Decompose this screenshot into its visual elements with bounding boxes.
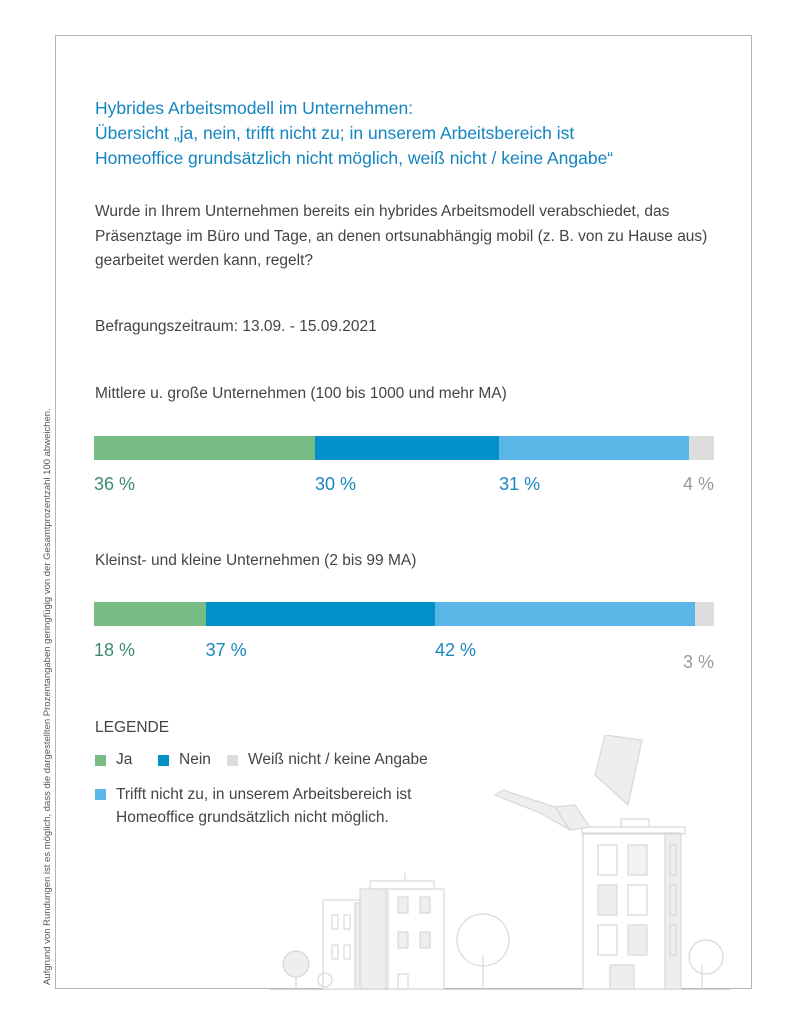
flying-papers <box>493 735 643 831</box>
legend-label: Weiß nicht / keine Angabe <box>248 751 428 768</box>
legend-item-trifft-nicht-zu: Trifft nicht zu, in unserem Arbeitsberei… <box>95 783 411 829</box>
group-label-small: Kleinst- und kleine Unternehmen (2 bis 9… <box>95 552 417 569</box>
legend-label: Ja <box>116 751 133 768</box>
bar-segment <box>695 602 714 626</box>
legend-swatch <box>227 755 238 766</box>
data-label: 37 % <box>205 640 247 660</box>
left-buildings <box>322 873 445 990</box>
bar-segment <box>94 602 206 626</box>
data-label: 31 % <box>499 474 541 494</box>
legend-item-weiss-nicht: Weiß nicht / keine Angabe <box>227 751 428 769</box>
legend-label-line: Trifft nicht zu, in unserem Arbeitsberei… <box>116 786 412 803</box>
legend-swatch <box>158 755 169 766</box>
stacked-bar-large <box>94 436 714 460</box>
data-label: 3 % <box>682 652 714 672</box>
data-label: 42 % <box>435 640 477 660</box>
bar-segment <box>314 436 500 460</box>
chart-title: Hybrides Arbeitsmodell im Unternehmen: Ü… <box>95 96 613 171</box>
legend-item-ja: Ja <box>95 751 132 769</box>
bar-segment <box>94 436 315 460</box>
survey-period: Befragungszeitraum: 13.09. - 15.09.2021 <box>95 318 377 335</box>
title-line: Hybrides Arbeitsmodell im Unternehmen: <box>95 98 414 118</box>
legend-swatch <box>95 789 106 800</box>
data-label: 4 % <box>682 474 714 494</box>
stacked-bar-small <box>94 602 714 626</box>
rounding-note: Aufgrund von Rundungen ist es möglich, d… <box>42 408 53 985</box>
data-label: 36 % <box>94 474 136 494</box>
legend-title: LEGENDE <box>95 719 170 736</box>
title-line: Homeoffice grundsätzlich nicht möglich, … <box>95 148 614 168</box>
group-label-large: Mittlere u. große Unternehmen (100 bis 1… <box>95 385 507 402</box>
city-illustration <box>270 735 730 990</box>
bar-segment <box>689 436 714 460</box>
bar-segment <box>434 602 696 626</box>
legend-item-nein: Nein <box>158 751 211 769</box>
legend-label: Trifft nicht zu, in unserem Arbeitsberei… <box>116 783 411 829</box>
bar-segment <box>499 436 690 460</box>
title-line: Übersicht „ja, nein, trifft nicht zu; in… <box>95 123 575 143</box>
data-label: 30 % <box>314 474 357 494</box>
bar-segment <box>205 602 435 626</box>
legend-swatch <box>95 755 106 766</box>
legend-label: Nein <box>179 751 211 768</box>
tall-building <box>581 818 686 990</box>
survey-question: Wurde in Ihrem Unternehmen bereits ein h… <box>95 203 708 269</box>
data-label: 18 % <box>94 640 136 660</box>
legend-label-line: Homeoffice grundsätzlich nicht möglich. <box>116 809 389 826</box>
